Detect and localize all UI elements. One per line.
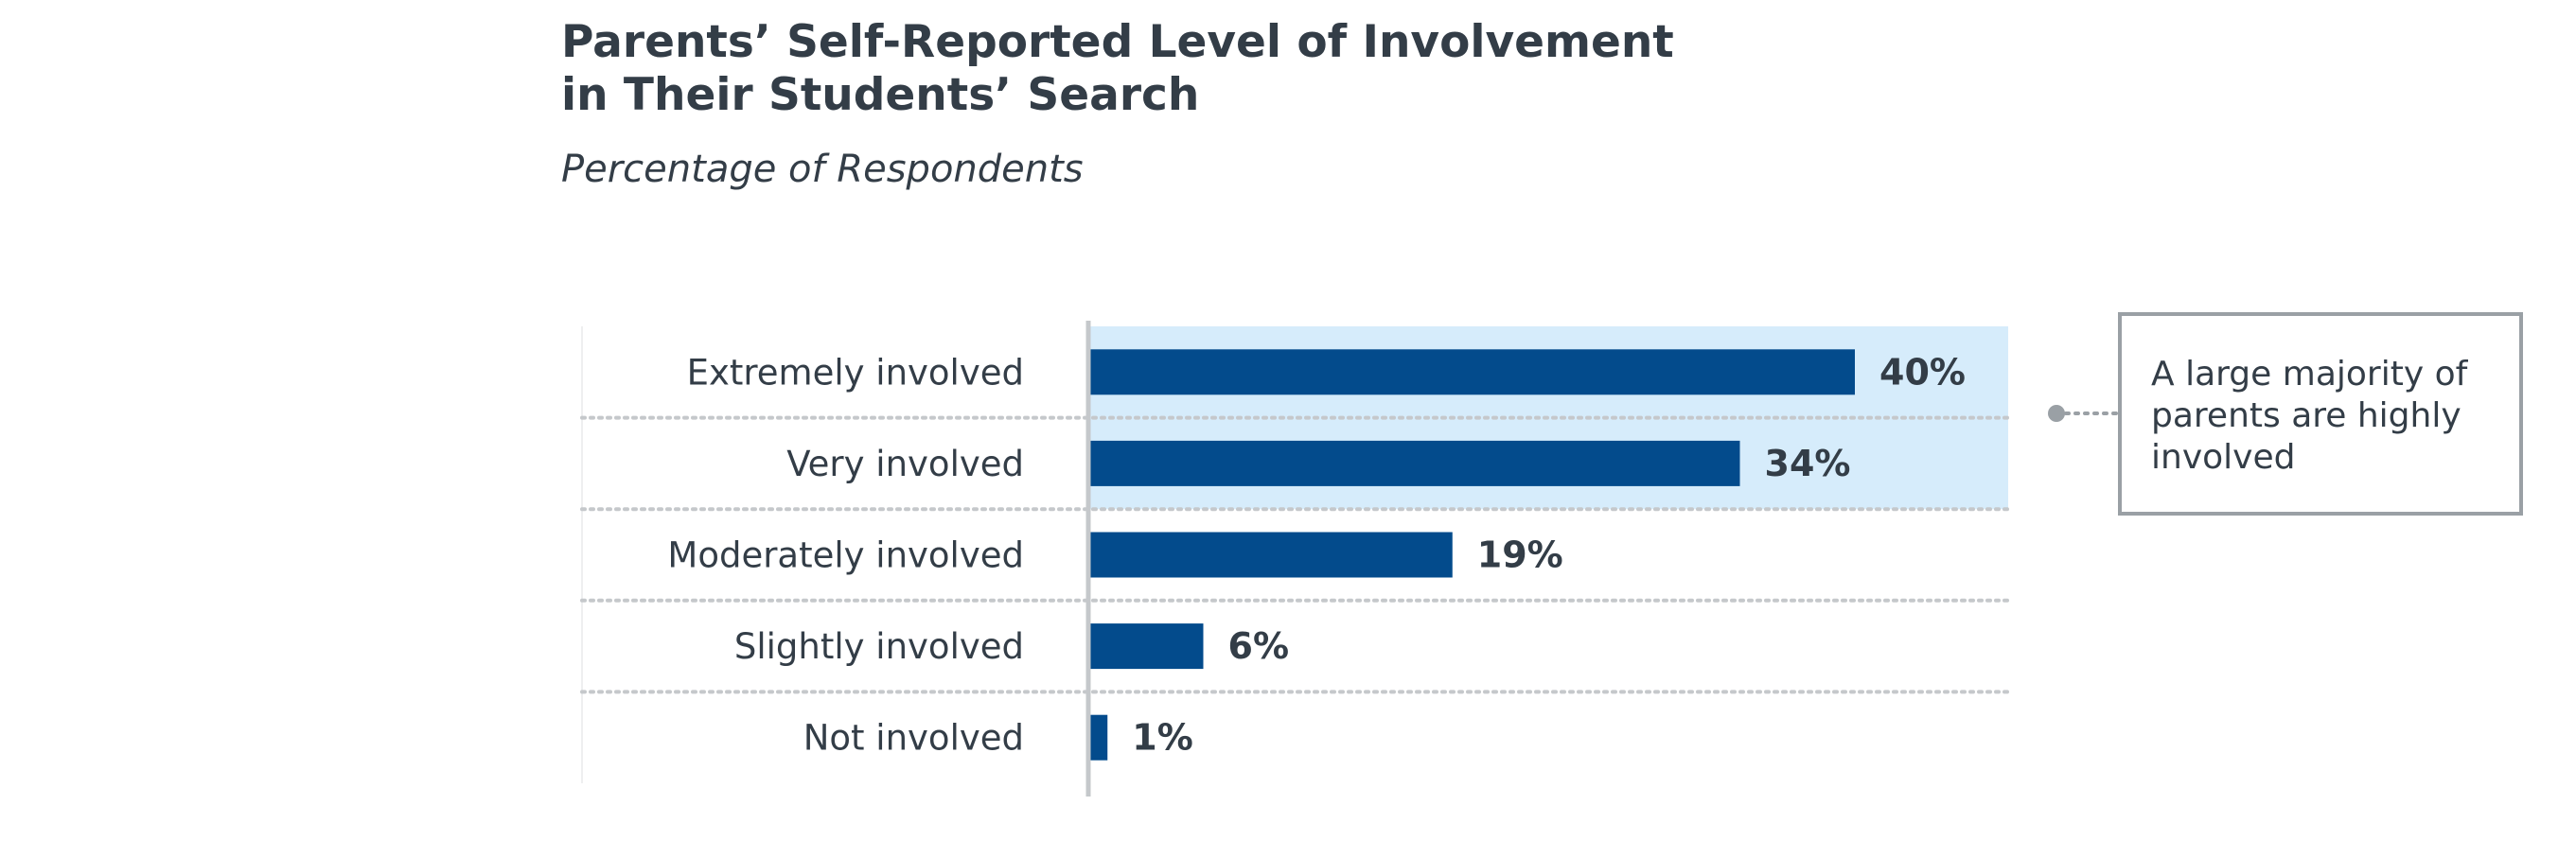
bar-4 [1088, 714, 1108, 761]
callout-box [2118, 312, 2523, 516]
data-label-0: 40% [1879, 351, 1966, 393]
data-label-3: 6% [1228, 625, 1290, 667]
callout-connector-dot [2048, 405, 2065, 422]
callout-text-line-3: involved [2151, 438, 2295, 477]
category-label-4: Not involved [803, 718, 1024, 759]
bar-0 [1088, 349, 1855, 395]
category-label-3: Slightly involved [734, 626, 1024, 667]
category-label-2: Moderately involved [667, 535, 1024, 576]
category-label-0: Extremely involved [687, 352, 1024, 393]
category-label-1: Very involved [786, 444, 1024, 484]
data-label-4: 1% [1132, 717, 1193, 759]
data-label-2: 19% [1477, 534, 1563, 576]
chart-title-line-2: in Their Students’ Search [561, 69, 1199, 121]
bar-3 [1088, 623, 1204, 670]
bar-2 [1088, 532, 1453, 578]
callout-text-line-2: parents are highly [2151, 396, 2461, 435]
bar-1 [1088, 440, 1740, 486]
chart-subtitle: Percentage of Respondents [561, 148, 1084, 191]
data-label-1: 34% [1765, 443, 1851, 484]
callout: A large majority of parents are highly i… [2048, 312, 2523, 516]
callout-text-line-1: A large majority of [2151, 355, 2469, 394]
plot-area: Extremely involved 40% Very involved 34% Mod… [580, 321, 2010, 797]
chart-title-line-1: Parents’ Self-Reported Level of Involvem… [561, 16, 1674, 68]
